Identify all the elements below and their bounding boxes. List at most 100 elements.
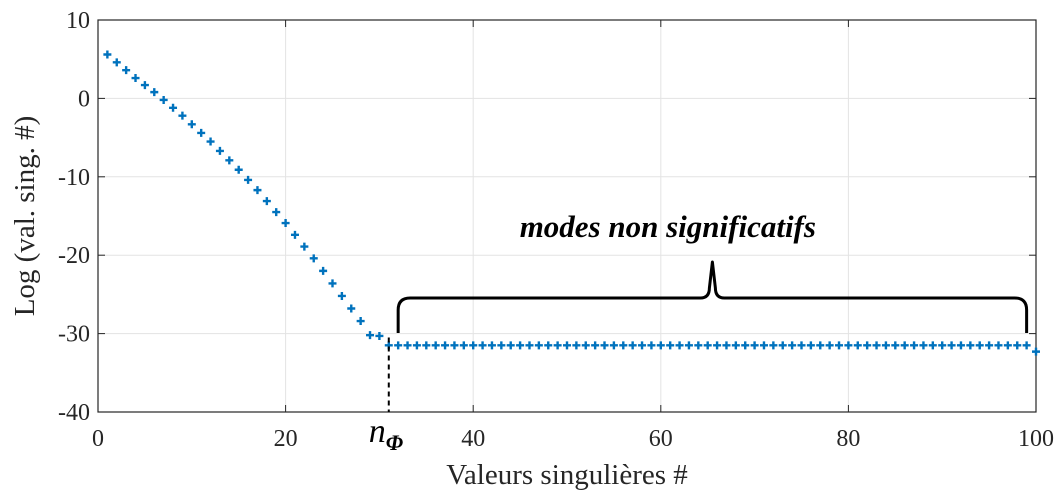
y-tick-label: 10 [66, 8, 90, 34]
data-point [1032, 347, 1040, 356]
data-point [647, 341, 656, 350]
data-point [497, 341, 506, 350]
data-point [881, 341, 890, 350]
data-point [1013, 341, 1022, 350]
data-point [956, 341, 965, 350]
data-point [506, 341, 515, 350]
data-point [675, 341, 684, 350]
data-markers [103, 50, 1040, 356]
data-point [778, 341, 787, 350]
data-point [319, 266, 328, 275]
brace-annotation-label: modes non significatifs [520, 209, 816, 244]
x-tick-label: 100 [1018, 426, 1054, 452]
data-point [356, 317, 365, 326]
data-point [628, 341, 637, 350]
data-point [169, 103, 178, 112]
data-point [328, 279, 337, 288]
data-point [600, 341, 609, 350]
data-point [450, 341, 459, 350]
data-point [806, 341, 815, 350]
data-point [422, 341, 431, 350]
data-point [872, 341, 881, 350]
data-point [722, 341, 731, 350]
data-point [197, 128, 206, 137]
data-point [731, 341, 740, 350]
data-point [769, 341, 778, 350]
data-point [844, 341, 853, 350]
data-point [366, 331, 375, 340]
data-point [863, 341, 872, 350]
y-tick-label: -30 [58, 322, 90, 348]
data-point [262, 197, 271, 206]
data-point [469, 341, 478, 350]
data-point [431, 341, 440, 350]
data-point [234, 165, 243, 174]
data-point [928, 341, 937, 350]
data-point [591, 341, 600, 350]
data-point [825, 341, 834, 350]
data-point [187, 120, 196, 129]
threshold-label-n: n [369, 413, 386, 450]
data-point [994, 341, 1003, 350]
data-point [900, 341, 909, 350]
data-point [703, 341, 712, 350]
x-tick-label: 80 [836, 426, 860, 452]
data-point [609, 341, 618, 350]
data-point [281, 219, 290, 228]
threshold-label-subscript: Φ [386, 430, 403, 455]
data-point [919, 341, 928, 350]
y-tick-label: -20 [58, 243, 90, 269]
data-point [563, 341, 571, 350]
data-point [656, 341, 665, 350]
data-point [891, 341, 900, 350]
data-point [985, 341, 994, 350]
data-point [713, 341, 722, 350]
data-point [441, 341, 450, 350]
data-point [487, 341, 496, 350]
data-point [159, 95, 168, 104]
x-tick-label: 40 [461, 426, 485, 452]
data-point [103, 50, 112, 59]
data-point [947, 341, 956, 350]
y-tick-label: -40 [58, 400, 90, 426]
data-point [394, 341, 403, 350]
data-point [516, 341, 525, 350]
data-point [750, 341, 759, 350]
data-point [1022, 341, 1031, 350]
data-point [853, 341, 862, 350]
data-point [638, 341, 647, 350]
grid-layer [98, 20, 1036, 412]
data-point [544, 341, 553, 350]
data-point [694, 341, 703, 350]
x-tick-label: 20 [274, 426, 298, 452]
y-tick-label: 0 [78, 86, 90, 112]
data-point [938, 341, 947, 350]
data-point [910, 341, 919, 350]
data-point [178, 111, 187, 120]
data-point [215, 146, 224, 155]
data-point [553, 341, 562, 350]
data-point [309, 254, 318, 263]
data-point [966, 341, 975, 350]
data-point [816, 341, 825, 350]
data-point [741, 341, 750, 350]
data-point [300, 242, 309, 251]
data-point [572, 341, 581, 350]
data-point [131, 74, 140, 83]
data-point [1003, 341, 1012, 350]
data-point [290, 230, 299, 239]
y-axis-title: Log (val. sing. #) [9, 116, 41, 317]
data-point [666, 341, 675, 350]
data-point [140, 81, 149, 90]
data-point [375, 331, 384, 340]
x-tick-label: 60 [649, 426, 673, 452]
data-point [619, 341, 628, 350]
data-point [975, 341, 984, 350]
data-point [525, 341, 534, 350]
data-point [581, 341, 590, 350]
data-point [835, 341, 844, 350]
curly-brace [396, 260, 1029, 333]
